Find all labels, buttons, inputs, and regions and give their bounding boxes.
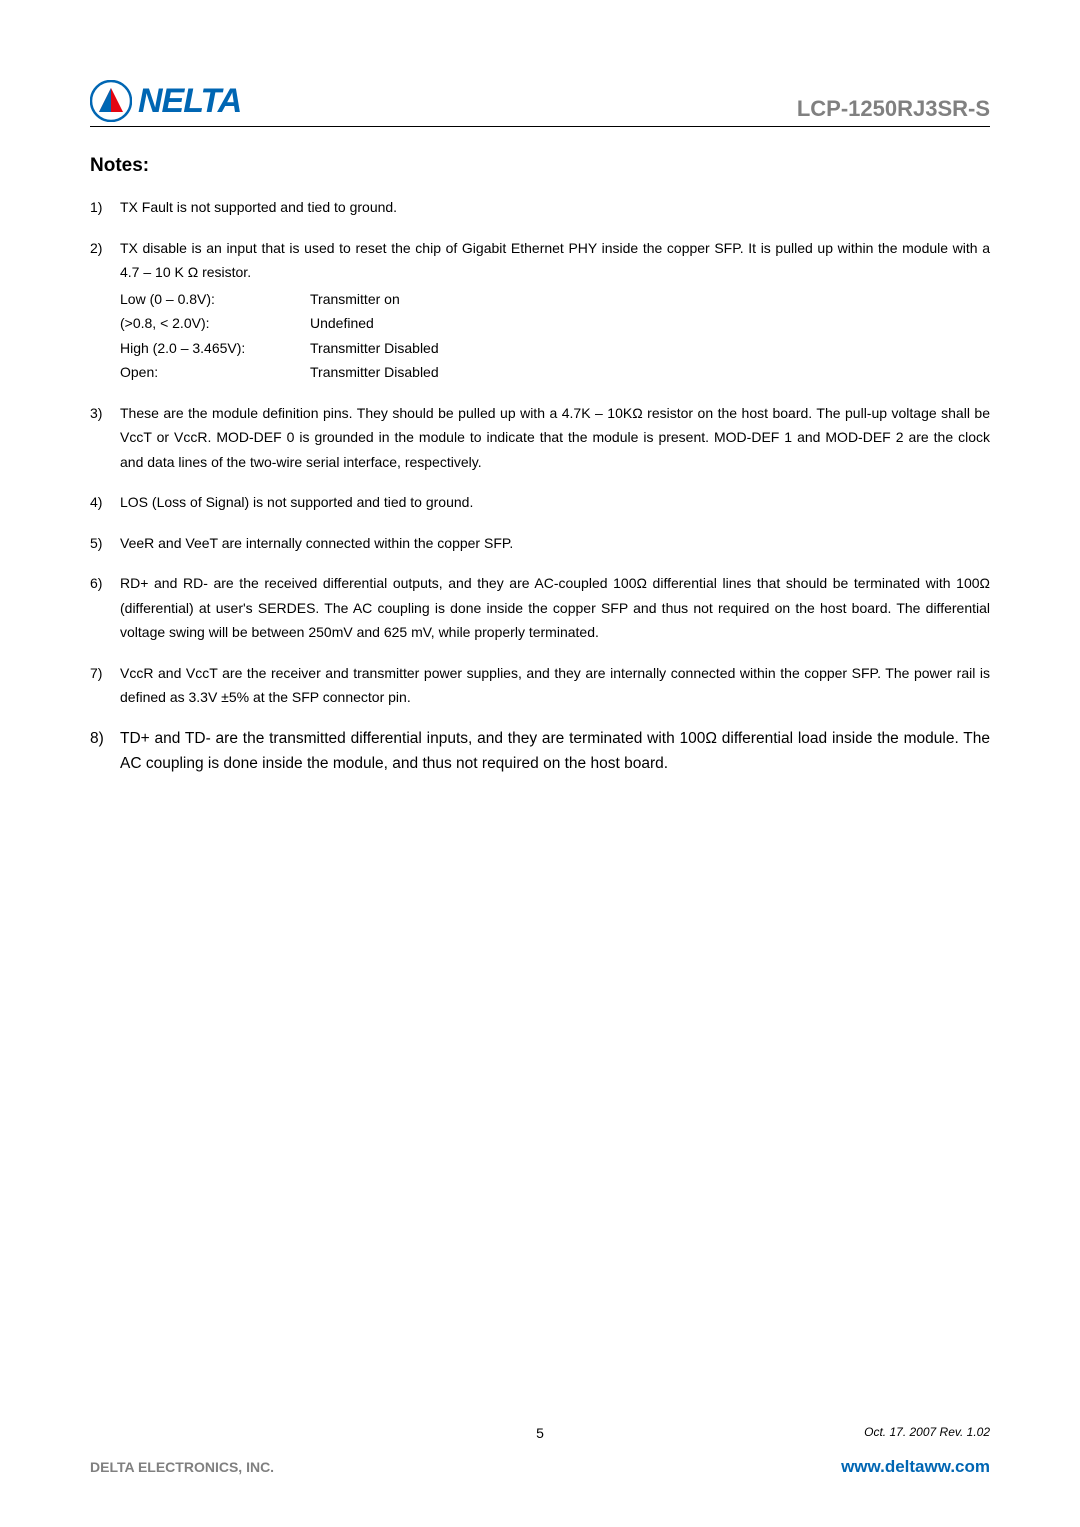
state-label: Open: [120, 360, 310, 385]
note-item: 8) TD+ and TD- are the transmitted diffe… [90, 726, 990, 777]
state-label: Low (0 – 0.8V): [120, 287, 310, 312]
state-row: High (2.0 – 3.465V): Transmitter Disable… [120, 336, 990, 361]
state-value: Transmitter Disabled [310, 336, 439, 361]
note-number: 4) [90, 490, 120, 515]
state-row: Open: Transmitter Disabled [120, 360, 990, 385]
note-text: VccR and VccT are the receiver and trans… [120, 661, 990, 710]
footer-top: 5 Oct. 17. 2007 Rev. 1.02 [90, 1425, 990, 1439]
state-row: (>0.8, < 2.0V): Undefined [120, 311, 990, 336]
note-text: RD+ and RD- are the received differentia… [120, 571, 990, 645]
note-text: LOS (Loss of Signal) is not supported an… [120, 490, 990, 515]
logo-mark-icon [90, 80, 132, 122]
note-number: 2) [90, 236, 120, 385]
note-text: VeeR and VeeT are internally connected w… [120, 531, 990, 556]
note-item: 3) These are the module definition pins.… [90, 401, 990, 475]
notes-heading: Notes: [90, 155, 990, 177]
note-number: 7) [90, 661, 120, 710]
state-value: Transmitter on [310, 287, 400, 312]
note-text: These are the module definition pins. Th… [120, 401, 990, 475]
note-number: 3) [90, 401, 120, 475]
note-item: 1) TX Fault is not supported and tied to… [90, 195, 990, 220]
note-item: 4) LOS (Loss of Signal) is not supported… [90, 490, 990, 515]
page-footer: 5 Oct. 17. 2007 Rev. 1.02 DELTA ELECTRON… [90, 1425, 990, 1477]
note-item: 2) TX disable is an input that is used t… [90, 236, 990, 385]
state-row: Low (0 – 0.8V): Transmitter on [120, 287, 990, 312]
note-number: 5) [90, 531, 120, 556]
note-text: TD+ and TD- are the transmitted differen… [120, 726, 990, 777]
note-intro: TX disable is an input that is used to r… [120, 236, 990, 285]
page-number: 5 [536, 1425, 544, 1441]
note-number: 1) [90, 195, 120, 220]
note-number: 6) [90, 571, 120, 645]
state-table: Low (0 – 0.8V): Transmitter on (>0.8, < … [120, 287, 990, 385]
state-value: Transmitter Disabled [310, 360, 439, 385]
note-item: 5) VeeR and VeeT are internally connecte… [90, 531, 990, 556]
note-number: 8) [90, 726, 120, 777]
company-name: DELTA ELECTRONICS, INC. [90, 1459, 274, 1475]
page-header: NELTA LCP-1250RJ3SR-S [90, 80, 990, 127]
note-text: TX Fault is not supported and tied to gr… [120, 195, 990, 220]
footer-bottom: DELTA ELECTRONICS, INC. www.deltaww.com [90, 1457, 990, 1477]
note-item: 6) RD+ and RD- are the received differen… [90, 571, 990, 645]
note-item: 7) VccR and VccT are the receiver and tr… [90, 661, 990, 710]
part-number: LCP-1250RJ3SR-S [797, 96, 990, 122]
logo: NELTA [90, 80, 241, 122]
note-body: TX disable is an input that is used to r… [120, 236, 990, 385]
state-label: (>0.8, < 2.0V): [120, 311, 310, 336]
website-url: www.deltaww.com [841, 1457, 990, 1477]
revision-date: Oct. 17. 2007 Rev. 1.02 [864, 1425, 990, 1439]
state-label: High (2.0 – 3.465V): [120, 336, 310, 361]
logo-text: NELTA [138, 82, 241, 121]
state-value: Undefined [310, 311, 374, 336]
